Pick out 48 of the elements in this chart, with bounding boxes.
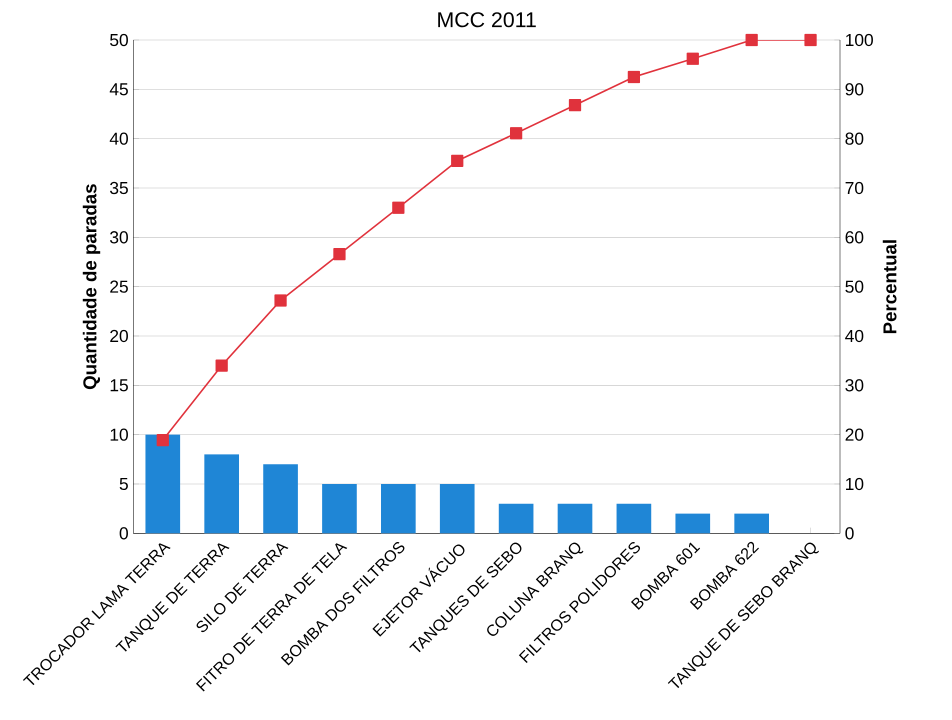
y2-tick-label: 90 (846, 83, 864, 96)
y2-tick-label: 30 (845, 379, 864, 392)
point (686, 52, 699, 65)
y2-tick-label: 100 (846, 34, 873, 46)
point (568, 98, 582, 112)
y-tick-label: 15 (110, 379, 128, 392)
y-tick-label: 30 (110, 231, 128, 244)
bar (322, 484, 357, 534)
chart-title: MCC 2011 (438, 12, 536, 28)
y-tick-label: 35 (110, 182, 128, 194)
y-axis-title: Quantidade de paradas (82, 184, 100, 390)
point (804, 34, 817, 46)
y-tick-label: 45 (110, 83, 128, 96)
point (274, 294, 287, 307)
point (451, 154, 464, 167)
point (510, 127, 522, 140)
y-tick-label: 10 (110, 428, 128, 441)
bar (440, 484, 475, 534)
bar (204, 454, 240, 534)
y-tick-label: 0 (120, 527, 128, 540)
y2-tick-label: 80 (845, 132, 864, 145)
point (156, 434, 169, 446)
y-tick-label: 5 (120, 478, 128, 490)
y2-axis-title: Percentual (882, 240, 896, 334)
bar (558, 504, 592, 534)
y2-tick-label: 60 (846, 231, 864, 244)
y-tick-label: 40 (110, 132, 128, 145)
y-tick-label: 50 (110, 34, 128, 46)
y2-tick-label: 10 (846, 478, 864, 490)
bar (498, 504, 534, 534)
point (333, 248, 346, 260)
bar (263, 464, 298, 534)
y2-tick-label: 70 (846, 182, 864, 194)
point (628, 70, 640, 84)
bar (145, 434, 180, 534)
bar (616, 504, 652, 534)
bar (381, 484, 416, 534)
y2-tick-label: 0 (845, 527, 854, 540)
bar (734, 514, 770, 534)
y2-tick-label: 20 (846, 428, 864, 441)
y-tick-label: 20 (110, 330, 128, 342)
y-tick-label: 25 (110, 280, 128, 293)
point (746, 34, 758, 46)
point (392, 202, 404, 214)
point (216, 359, 228, 372)
y2-tick-label: 50 (845, 280, 864, 293)
bar (675, 514, 710, 534)
y2-tick-label: 40 (845, 330, 864, 342)
